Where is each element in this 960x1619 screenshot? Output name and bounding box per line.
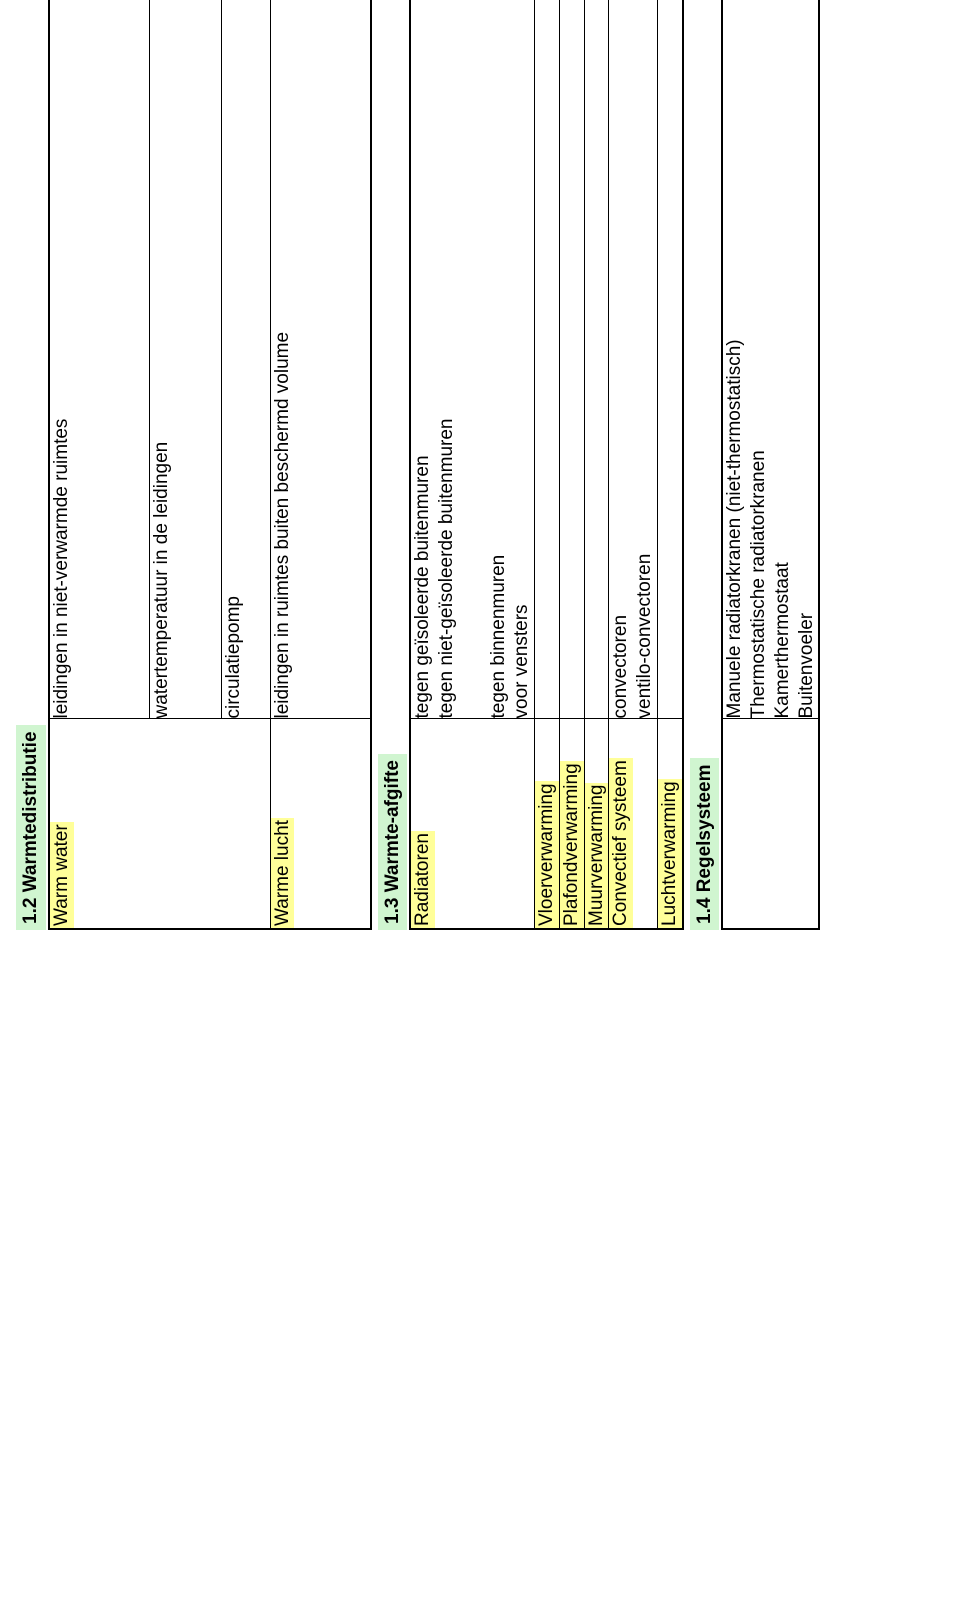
- manuele-label: Manuele radiatorkranen (niet-thermostati…: [723, 0, 747, 719]
- lucht-label: Luchtverwarming: [658, 779, 682, 928]
- leidingen-bv-heading: leidingen in ruimtes buiten beschermd vo…: [271, 0, 295, 719]
- table-1-2: Warm water leidingen in niet-verwarmde r…: [48, 0, 372, 930]
- muur-label: Muurverwarming: [585, 783, 609, 928]
- convectoren-label: convectoren: [609, 0, 633, 719]
- section-1-4-title: 1.4 Regelsysteem: [690, 759, 720, 931]
- watertemp-label: watertemperatuur in de leidingen: [150, 442, 174, 719]
- ventilo-label: ventilo-convectoren: [633, 0, 657, 719]
- warm-water-label: Warm water: [50, 822, 74, 928]
- tegen-binnen-label: tegen binnenmuren: [487, 0, 511, 719]
- vloer-label: Vloerverwarming: [535, 781, 559, 928]
- voor-vensters-label: voor vensters: [510, 0, 534, 719]
- convectief-label: Convectief systeem: [609, 758, 633, 928]
- buiten-label: Buitenvoeler: [795, 0, 819, 719]
- table-1-3: Radiatoren tegen geïsoleerde buitenmuren…: [409, 0, 683, 930]
- thermo-label: Thermostatische radiatorkranen: [747, 0, 771, 719]
- radiatoren-label: Radiatoren: [411, 831, 435, 928]
- section-1-2-title: 1.2 Warmtedistributie: [16, 725, 46, 930]
- leidingen-nv-heading: leidingen in niet-verwarmde ruimtes: [50, 0, 74, 719]
- table-1-4: Manuele radiatorkranen (niet-thermostati…: [721, 0, 820, 930]
- warme-lucht-label: Warme lucht: [271, 818, 295, 928]
- section-1-3-title: 1.3 Warmte-afgifte: [378, 754, 408, 930]
- plafond-label: Plafondverwarming: [560, 761, 584, 928]
- tegen-geis-label: tegen geïsoleerde buitenmuren: [411, 0, 435, 719]
- kamer-label: Kamerthermostaat: [771, 0, 795, 719]
- circ-label: circulatiepomp: [222, 596, 246, 719]
- tegen-niet-geis-label: tegen niet-geïsoleerde buitenmuren: [435, 419, 459, 719]
